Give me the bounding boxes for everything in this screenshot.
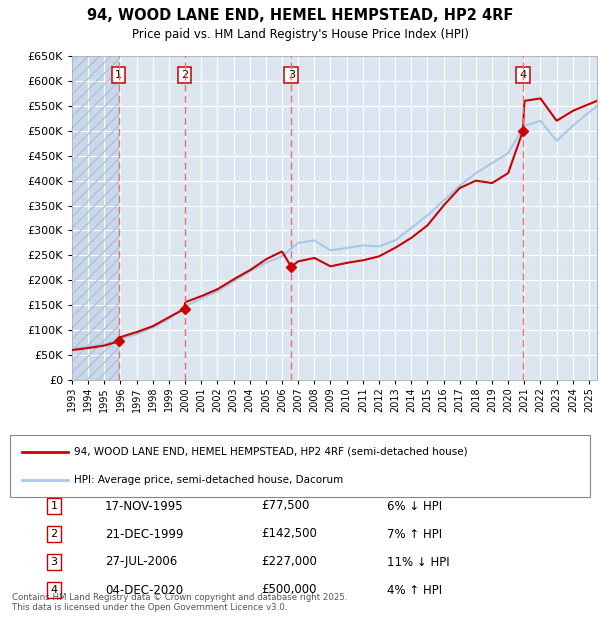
Text: 4: 4 [520, 70, 527, 80]
Text: 2: 2 [50, 529, 58, 539]
Text: £142,500: £142,500 [261, 528, 317, 541]
Text: 04-DEC-2020: 04-DEC-2020 [105, 583, 183, 596]
Text: 4% ↑ HPI: 4% ↑ HPI [387, 583, 442, 596]
Bar [72, 56, 119, 380]
Text: 94, WOOD LANE END, HEMEL HEMPSTEAD, HP2 4RF: 94, WOOD LANE END, HEMEL HEMPSTEAD, HP2 … [87, 8, 513, 23]
Text: 11% ↓ HPI: 11% ↓ HPI [387, 556, 449, 569]
Text: 17-NOV-1995: 17-NOV-1995 [105, 500, 184, 513]
Text: HPI: Average price, semi-detached house, Dacorum: HPI: Average price, semi-detached house,… [74, 476, 343, 485]
FancyBboxPatch shape [10, 435, 590, 497]
Text: 94, WOOD LANE END, HEMEL HEMPSTEAD, HP2 4RF (semi-detached house): 94, WOOD LANE END, HEMEL HEMPSTEAD, HP2 … [74, 447, 467, 457]
Text: 27-JUL-2006: 27-JUL-2006 [105, 556, 177, 569]
Text: 3: 3 [288, 70, 295, 80]
Text: 1: 1 [115, 70, 122, 80]
Text: 7% ↑ HPI: 7% ↑ HPI [387, 528, 442, 541]
Text: 2: 2 [181, 70, 188, 80]
Text: Contains HM Land Registry data © Crown copyright and database right 2025.
This d: Contains HM Land Registry data © Crown c… [12, 593, 347, 612]
Text: 1: 1 [50, 501, 58, 511]
Bar [72, 56, 119, 380]
Text: £77,500: £77,500 [261, 500, 310, 513]
Text: Price paid vs. HM Land Registry's House Price Index (HPI): Price paid vs. HM Land Registry's House … [131, 28, 469, 41]
Text: 3: 3 [50, 557, 58, 567]
Text: 6% ↓ HPI: 6% ↓ HPI [387, 500, 442, 513]
Text: £500,000: £500,000 [261, 583, 317, 596]
Text: 21-DEC-1999: 21-DEC-1999 [105, 528, 184, 541]
Text: 4: 4 [50, 585, 58, 595]
Text: £227,000: £227,000 [261, 556, 317, 569]
